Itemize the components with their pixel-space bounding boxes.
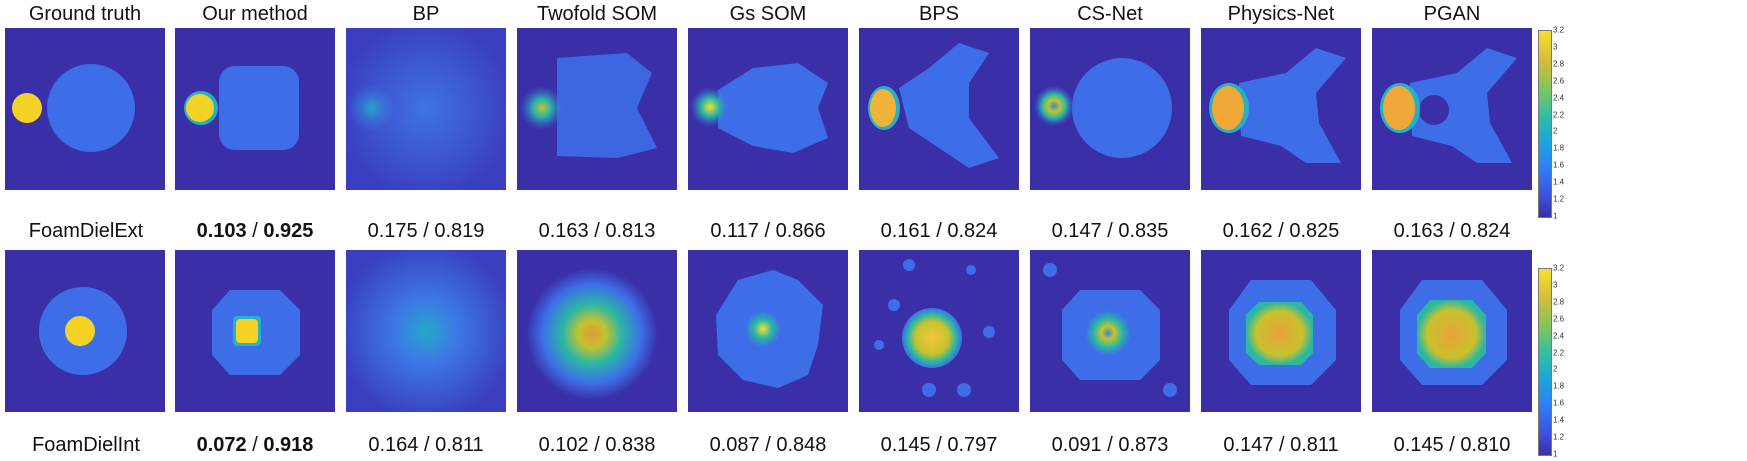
- colorbar-tick: 2.2: [1553, 110, 1565, 120]
- colorbar-tick: 2.8: [1553, 297, 1565, 307]
- colorbar-tick: 1.2: [1553, 432, 1565, 442]
- metric-row2-our-method: 0.072 / 0.918: [196, 434, 314, 456]
- tile-row1-physics-net: [1201, 28, 1361, 190]
- metric-row1-pgan: 0.163 / 0.824: [1393, 220, 1511, 242]
- metric-row2-gs-som: 0.087 / 0.848: [709, 434, 827, 456]
- metric-row1-twofold-som: 0.163 / 0.813: [538, 220, 656, 242]
- colorbar-tick: 2: [1553, 364, 1558, 374]
- tile-row2-cs-net: [1030, 250, 1190, 412]
- tile-row2-bp: [346, 250, 506, 412]
- metric-row2-bp: 0.164 / 0.811: [368, 434, 484, 456]
- metric-row2-twofold-som: 0.102 / 0.838: [538, 434, 656, 456]
- colorbar-tick: 1.6: [1553, 398, 1565, 408]
- tile-row1-bp: [346, 28, 506, 190]
- metric-row1-cs-net: 0.147 / 0.835: [1051, 220, 1169, 242]
- tile-row2-our-method: [175, 250, 335, 412]
- colorbar-tick: 3.2: [1553, 25, 1565, 35]
- colorbar-tick: 1.8: [1553, 143, 1565, 153]
- colorbar-tick: 3: [1553, 280, 1558, 290]
- colorbar-ticks-row1: 3.2 3 2.8 2.6 2.4 2.2 2 1.8 1.6 1.4 1.2 …: [1553, 26, 1593, 221]
- tile-row1-bps: [859, 28, 1019, 190]
- tile-row2-ground-truth: [5, 250, 165, 412]
- colorbar-tick: 1.2: [1553, 194, 1565, 204]
- tile-row2-pgan: [1372, 250, 1532, 412]
- colorbar-row1: [1538, 30, 1552, 218]
- row2-label: FoamDielInt: [32, 434, 140, 456]
- tile-row2-gs-som: [688, 250, 848, 412]
- col-title-pgan: PGAN: [1423, 3, 1481, 25]
- tile-row2-physics-net: [1201, 250, 1361, 412]
- colorbar-tick: 2.8: [1553, 59, 1565, 69]
- col-title-ground-truth: Ground truth: [28, 3, 142, 25]
- metric-row2-bps: 0.145 / 0.797: [880, 434, 998, 456]
- col-title-our-method: Our method: [202, 3, 308, 25]
- colorbar-tick: 1.4: [1553, 177, 1565, 187]
- metric-row2-physics-net: 0.147 / 0.811: [1223, 434, 1339, 456]
- colorbar-tick: 3: [1553, 42, 1558, 52]
- col-title-physics-net: Physics-Net: [1227, 3, 1335, 25]
- tile-row1-twofold-som: [517, 28, 677, 190]
- colorbar-tick: 3.2: [1553, 263, 1565, 273]
- colorbar-tick: 2.2: [1553, 348, 1565, 358]
- metric-row1-gs-som: 0.117 / 0.866: [710, 220, 826, 242]
- colorbar-tick: 2.4: [1553, 331, 1565, 341]
- tile-row1-ground-truth: [5, 28, 165, 190]
- colorbar-tick: 2.6: [1553, 76, 1565, 86]
- tile-row1-our-method: [175, 28, 335, 190]
- tile-row2-bps: [859, 250, 1019, 412]
- colorbar-tick: 2.6: [1553, 314, 1565, 324]
- col-title-gs-som: Gs SOM: [729, 3, 807, 25]
- metric-row2-cs-net: 0.091 / 0.873: [1051, 434, 1169, 456]
- colorbar-tick: 1.4: [1553, 415, 1565, 425]
- row1-label: FoamDielExt: [28, 220, 144, 242]
- colorbar-tick: 1.6: [1553, 160, 1565, 170]
- colorbar-tick: 2: [1553, 126, 1558, 136]
- colorbar-tick: 2.4: [1553, 93, 1565, 103]
- col-title-cs-net: CS-Net: [1077, 3, 1143, 25]
- metric-row2-pgan: 0.145 / 0.810: [1393, 434, 1511, 456]
- tile-row1-gs-som: [688, 28, 848, 190]
- tile-row2-twofold-som: [517, 250, 677, 412]
- tile-row1-cs-net: [1030, 28, 1190, 190]
- colorbar-tick: 1: [1553, 449, 1558, 459]
- colorbar-tick: 1: [1553, 211, 1558, 221]
- tile-row1-pgan: [1372, 28, 1532, 190]
- metric-row1-physics-net: 0.162 / 0.825: [1222, 220, 1340, 242]
- metric-row1-bp: 0.175 / 0.819: [367, 220, 485, 242]
- metric-row1-bps: 0.161 / 0.824: [880, 220, 998, 242]
- metric-row1-our-method: 0.103 / 0.925: [196, 220, 314, 242]
- col-title-bp: BP: [412, 3, 440, 25]
- col-title-twofold-som: Twofold SOM: [536, 3, 658, 25]
- colorbar-row2: [1538, 268, 1552, 456]
- colorbar-tick: 1.8: [1553, 381, 1565, 391]
- colorbar-ticks-row2: 3.2 3 2.8 2.6 2.4 2.2 2 1.8 1.6 1.4 1.2 …: [1553, 264, 1593, 459]
- col-title-bps: BPS: [918, 3, 960, 25]
